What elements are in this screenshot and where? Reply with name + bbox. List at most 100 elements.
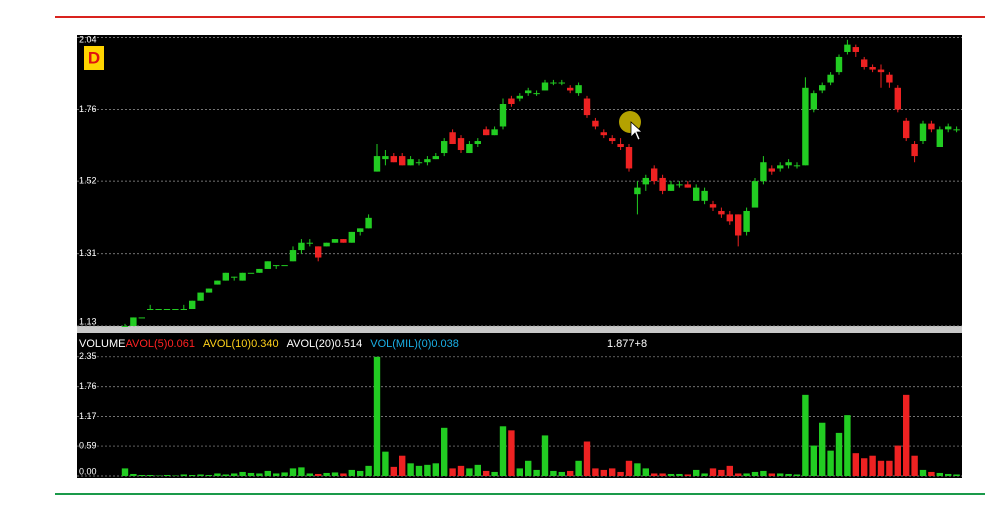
volume-bar [516, 468, 523, 476]
volume-bar [667, 473, 675, 476]
chart-panel [77, 35, 962, 478]
volume-bar [415, 465, 423, 476]
y-tick-label: 2.35 [79, 351, 97, 361]
volume-legend: VOLUMEAVOL(5)0.061 AVOL(10)0.340 AVOL(20)0… [79, 338, 459, 350]
volume-bar [264, 470, 271, 476]
volume-bar [869, 455, 876, 476]
volume-bar [625, 460, 633, 476]
candle-body [575, 85, 582, 94]
volume-bar [550, 470, 557, 476]
candle-body [583, 98, 591, 116]
volume-bar [214, 473, 221, 476]
volume-bar [936, 472, 943, 476]
badge: D [88, 48, 100, 67]
volume-bar [709, 468, 717, 476]
candle-body [399, 156, 406, 166]
volume-bar [894, 445, 901, 476]
candle-body [180, 309, 187, 311]
candle-body [474, 141, 481, 145]
volume-bar [609, 468, 616, 476]
candle-body [651, 168, 658, 182]
candle-body [835, 56, 843, 73]
volume-bar [684, 474, 691, 476]
volume-bar [819, 422, 826, 476]
volume-bar [197, 474, 204, 476]
volume-bar [634, 463, 641, 476]
candle-body [373, 156, 381, 172]
candle-body [659, 177, 666, 191]
candle-body [642, 177, 649, 185]
volume-bar [919, 469, 927, 476]
volume-bar [718, 469, 725, 476]
candle-body [726, 214, 733, 222]
y-tick-label: 1.76 [79, 104, 97, 114]
candle-body [415, 162, 423, 164]
candle-body [785, 162, 792, 166]
candle-body [264, 261, 271, 269]
candle-body [424, 159, 431, 163]
candle-body [928, 123, 935, 130]
candle-body [768, 168, 775, 172]
candle-body [331, 239, 339, 243]
candle-body [609, 138, 616, 142]
volume-bar [651, 473, 658, 476]
y-tick-label: 1.52 [79, 176, 97, 186]
volume-bar [399, 455, 406, 476]
legend-entry: VOL(MIL)(0)0.038 [370, 338, 459, 350]
volume-bar [239, 471, 246, 476]
candle-body [894, 87, 901, 110]
volume-bar [449, 468, 456, 476]
panel-separator [77, 326, 962, 333]
volume-bar [676, 473, 683, 476]
volume-bar [592, 468, 599, 476]
candle-body [172, 309, 179, 311]
volume-bar [273, 473, 280, 476]
candle-body [810, 93, 817, 110]
candle-body [919, 123, 927, 142]
volume-bar [491, 471, 498, 476]
volume-bar [189, 474, 196, 476]
candle-body [802, 87, 809, 166]
candle-body [793, 165, 801, 167]
candle-body [541, 82, 549, 91]
volume-bar [945, 473, 952, 476]
volume-bar [466, 468, 473, 476]
y-tick-label: 1.76 [79, 381, 97, 391]
candle-body [743, 210, 750, 232]
volume-bar [600, 469, 607, 476]
y-tick-label: 1.13 [79, 316, 97, 326]
candle-body [289, 250, 297, 262]
volume-bar [147, 474, 154, 476]
volume-bar [785, 473, 792, 476]
candle-body [205, 288, 213, 293]
candle-body [625, 147, 633, 169]
candle-body [953, 129, 960, 131]
volume-bar [617, 471, 624, 476]
volume-bar [693, 469, 700, 476]
volume-bar [441, 427, 448, 476]
volume-bar [726, 465, 733, 476]
volume-bar [180, 474, 187, 476]
candle-body [777, 165, 784, 169]
volume-bar [130, 473, 137, 476]
volume-bar [205, 474, 213, 476]
candle-body [239, 272, 246, 281]
candle-body [550, 82, 557, 84]
candle-body [516, 95, 523, 99]
candle-body [315, 246, 322, 258]
candle-body [247, 272, 255, 274]
volume-bar [231, 473, 238, 476]
volume-bar [340, 473, 347, 476]
volume-bar [172, 475, 179, 476]
volume-bar [541, 435, 549, 476]
candle-body [273, 265, 280, 267]
candle-body [701, 190, 708, 201]
legend-entry: VOLUME [79, 338, 125, 350]
volume-bar [877, 460, 885, 476]
volume-bar [474, 464, 481, 476]
volume-bar [365, 465, 372, 476]
candle-body [903, 120, 910, 139]
volume-bar [743, 473, 750, 476]
candle-body [751, 181, 759, 208]
candle-body [911, 144, 918, 157]
